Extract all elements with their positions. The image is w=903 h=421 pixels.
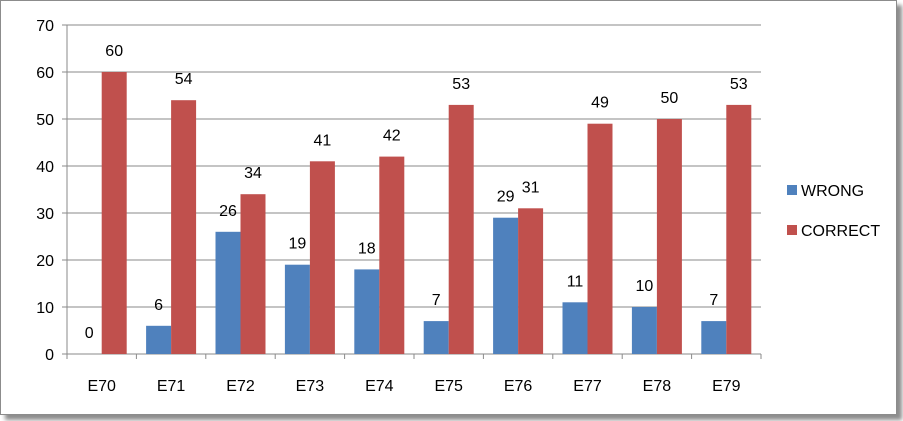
data-label-correct-E73: 41 — [314, 132, 332, 149]
x-tick-label: E78 — [643, 378, 672, 395]
x-tick-label: E71 — [157, 378, 186, 395]
bar-correct-E77 — [587, 123, 613, 354]
bar-wrong-E73 — [284, 264, 310, 354]
legend-label-wrong: WRONG — [801, 183, 864, 200]
x-tick-label: E79 — [712, 378, 741, 395]
bar-wrong-E79 — [701, 321, 727, 354]
bar-correct-E71 — [171, 100, 197, 354]
y-tick-label: 40 — [36, 159, 54, 176]
bar-correct-E75 — [448, 104, 474, 355]
bar-wrong-E77 — [562, 302, 588, 354]
y-tick-label: 10 — [36, 300, 54, 317]
y-tick-label: 70 — [36, 18, 54, 35]
data-label-correct-E74: 42 — [383, 128, 401, 145]
data-label-wrong-E70: 0 — [85, 325, 94, 342]
bar-correct-E78 — [656, 119, 682, 354]
bar-wrong-E71 — [146, 325, 172, 354]
x-tick-label: E73 — [296, 378, 325, 395]
x-tick-label: E74 — [365, 378, 394, 395]
legend-swatch-wrong — [787, 185, 797, 195]
bar-correct-E73 — [309, 161, 335, 354]
data-labels: 0 6 26 19 18 7 29 11 10 7 60 54 34 41 42 53 31 49 50 53 — [85, 43, 748, 342]
y-tick-label: 30 — [36, 206, 54, 223]
data-label-correct-E71: 54 — [175, 71, 193, 88]
x-tick-label: E72 — [226, 378, 255, 395]
bars — [101, 72, 752, 355]
data-label-wrong-E77: 11 — [567, 273, 584, 290]
bar-wrong-E75 — [423, 321, 449, 354]
data-label-correct-E76: 31 — [522, 179, 540, 196]
bar-correct-E72 — [240, 194, 266, 354]
bar-correct-E79 — [726, 104, 752, 355]
y-tick-label: 20 — [36, 253, 54, 270]
data-label-wrong-E75: 7 — [432, 292, 441, 309]
data-label-correct-E72: 34 — [244, 165, 262, 182]
chart-frame: 0 10 20 30 40 50 60 70 E70 E71 E72 E73 E74 E75 E76 E77 E… — [0, 0, 897, 415]
x-tick-label: E75 — [434, 378, 463, 395]
data-label-wrong-E76: 29 — [497, 189, 515, 206]
y-tick-label: 50 — [36, 112, 54, 129]
x-tick-label: E77 — [573, 378, 602, 395]
data-label-wrong-E72: 26 — [219, 203, 237, 220]
bar-wrong-E76 — [493, 217, 519, 354]
x-tick-label: E70 — [87, 378, 116, 395]
y-tick-label: 0 — [45, 347, 54, 364]
data-label-correct-E70: 60 — [105, 43, 123, 60]
x-tick-label: E76 — [504, 378, 533, 395]
data-label-wrong-E74: 18 — [358, 240, 376, 257]
bar-correct-E70 — [101, 72, 127, 354]
data-label-wrong-E79: 7 — [709, 292, 718, 309]
data-label-correct-E79: 53 — [730, 76, 748, 93]
data-label-correct-E75: 53 — [452, 76, 470, 93]
bar-wrong-E78 — [631, 307, 657, 354]
bar-wrong-E72 — [215, 231, 241, 354]
bar-wrong-E74 — [354, 269, 380, 354]
data-label-wrong-E78: 10 — [636, 278, 654, 295]
y-tick-label: 60 — [36, 65, 54, 82]
legend-label-correct: CORRECT — [801, 223, 880, 240]
legend: WRONG CORRECT — [787, 183, 880, 240]
legend-swatch-correct — [787, 225, 797, 235]
bar-correct-E74 — [379, 156, 405, 354]
bar-correct-E76 — [518, 208, 544, 354]
data-label-correct-E78: 50 — [661, 90, 679, 107]
data-label-correct-E77: 49 — [591, 95, 609, 112]
data-label-wrong-E73: 19 — [289, 236, 307, 253]
data-label-wrong-E71: 6 — [154, 297, 163, 314]
